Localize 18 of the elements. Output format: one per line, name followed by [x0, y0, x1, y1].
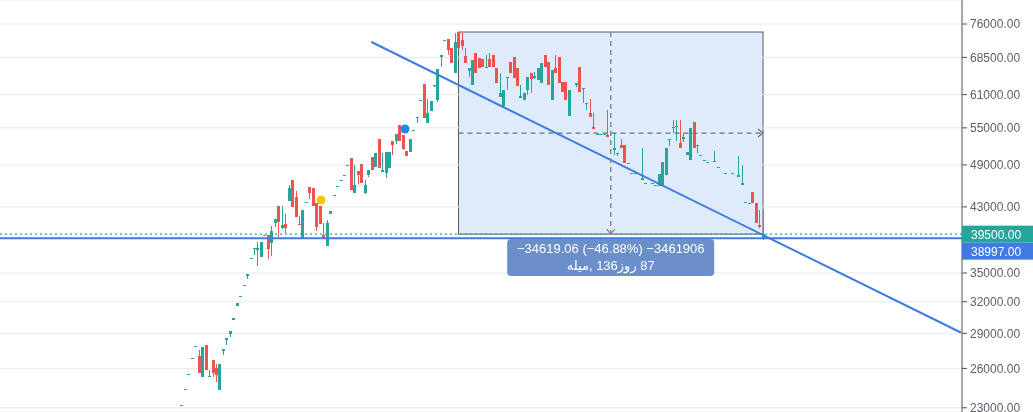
y-tick-label: 61000.00 [970, 87, 1021, 102]
ref-line-label: 38997.00 [971, 244, 1022, 259]
y-tick-label: 26000.00 [970, 361, 1021, 376]
y-tick-label: 29000.00 [970, 326, 1021, 341]
annotation: −34619.06 (−46.88%) −3461906 [516, 240, 705, 258]
candlestick [737, 156, 741, 178]
y-tick-label: 32000.00 [970, 295, 1021, 310]
y-tick-label: 49000.00 [970, 158, 1021, 173]
y-tick-label: 35000.00 [970, 266, 1021, 281]
y-tick-label: 43000.00 [970, 200, 1021, 215]
y-tick-label: 76000.00 [970, 17, 1021, 32]
annotation: 87 روز136 ,میله [565, 257, 656, 275]
candlestick [740, 165, 744, 186]
y-tick-label: 68500.00 [970, 50, 1021, 65]
y-tick-label: 55000.00 [970, 121, 1021, 136]
y-tick-label: 23000.00 [970, 401, 1021, 412]
candlestick [713, 151, 717, 163]
ref-line-label: 39500.00 [971, 227, 1022, 242]
